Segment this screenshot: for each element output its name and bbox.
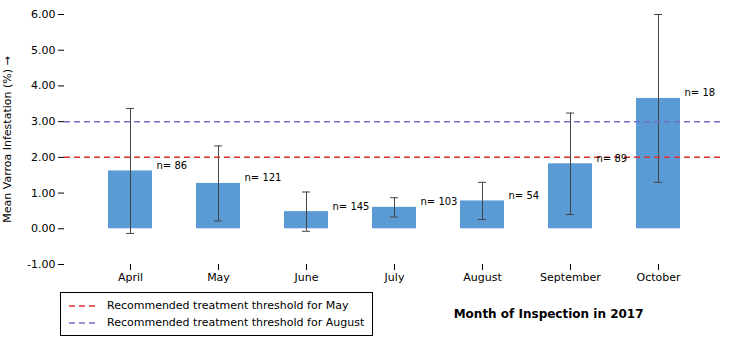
- svg-text:August: August: [463, 271, 502, 284]
- svg-text:October: October: [636, 271, 680, 284]
- svg-text:4.00: 4.00: [31, 79, 56, 92]
- svg-text:0.00: 0.00: [31, 222, 56, 235]
- svg-text:n= 121: n= 121: [245, 172, 282, 183]
- svg-text:2.00: 2.00: [31, 151, 56, 164]
- svg-text:3.00: 3.00: [31, 115, 56, 128]
- svg-text:-1.00: -1.00: [27, 258, 55, 271]
- svg-text:June: June: [294, 271, 319, 284]
- svg-text:n= 18: n= 18: [685, 87, 716, 98]
- svg-text:n= 145: n= 145: [333, 201, 370, 212]
- svg-text:n= 89: n= 89: [597, 153, 628, 164]
- svg-text:1.00: 1.00: [31, 187, 56, 200]
- svg-text:September: September: [540, 271, 601, 284]
- svg-text:n= 54: n= 54: [509, 190, 540, 201]
- svg-text:5.00: 5.00: [31, 44, 56, 57]
- html-text:Recommended treatment threshol: Recommended treatment threshold for May: [107, 299, 349, 312]
- html-text:Recommended treatment threshol: Recommended treatment threshold for Augu…: [107, 316, 365, 329]
- html-text:Month of Inspection in 2017: Month of Inspection in 2017: [453, 307, 644, 321]
- svg-text:n= 103: n= 103: [421, 196, 458, 207]
- svg-text:n= 86: n= 86: [157, 160, 188, 171]
- svg-text:April: April: [118, 271, 143, 284]
- svg-text:6.00: 6.00: [31, 8, 56, 21]
- svg-text:May: May: [207, 271, 230, 284]
- svg-text:Mean Varroa Infestation (%) →: Mean Varroa Infestation (%) →: [1, 56, 14, 222]
- svg-text:July: July: [384, 271, 405, 284]
